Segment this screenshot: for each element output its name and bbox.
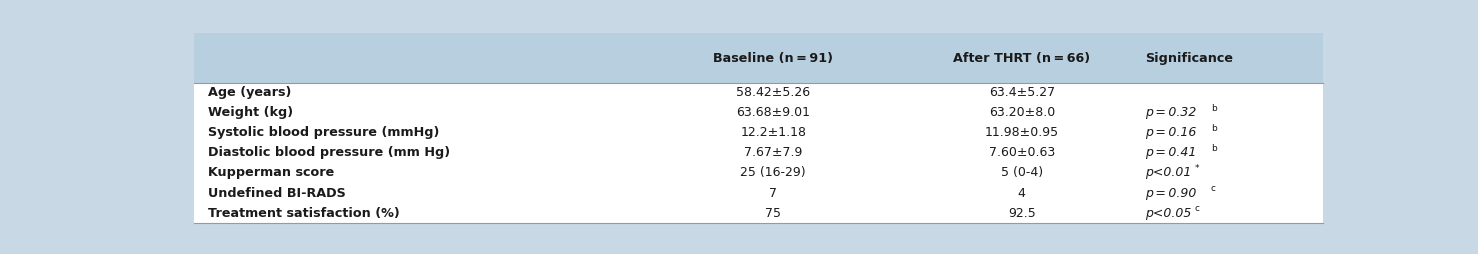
Text: c: c <box>1210 184 1216 193</box>
Text: Systolic blood pressure (mmHg): Systolic blood pressure (mmHg) <box>207 126 439 139</box>
Text: Treatment satisfaction (%): Treatment satisfaction (%) <box>207 207 399 220</box>
Text: Baseline (n = 91): Baseline (n = 91) <box>714 52 834 65</box>
Text: b: b <box>1210 104 1216 113</box>
Text: 63.20±8.0: 63.20±8.0 <box>989 106 1055 119</box>
Text: Diastolic blood pressure (mm Hg): Diastolic blood pressure (mm Hg) <box>207 147 449 160</box>
Text: Kupperman score: Kupperman score <box>207 166 334 180</box>
Text: Weight (kg): Weight (kg) <box>207 106 293 119</box>
Text: Undefined BI-RADS: Undefined BI-RADS <box>207 186 346 200</box>
Text: 92.5: 92.5 <box>1008 207 1036 220</box>
Text: 63.4±5.27: 63.4±5.27 <box>989 86 1055 99</box>
Text: 12.2±1.18: 12.2±1.18 <box>740 126 807 139</box>
Bar <box>194 83 1323 223</box>
Text: Significance: Significance <box>1145 52 1233 65</box>
Text: 7.67±7.9: 7.67±7.9 <box>743 147 803 160</box>
Text: 25 (16-29): 25 (16-29) <box>740 166 806 180</box>
Text: 58.42±5.26: 58.42±5.26 <box>736 86 810 99</box>
Text: p = 0.41: p = 0.41 <box>1145 147 1196 160</box>
Text: *: * <box>1194 164 1199 173</box>
Text: 7.60±0.63: 7.60±0.63 <box>989 147 1055 160</box>
Text: Age (years): Age (years) <box>207 86 291 99</box>
Text: 5 (0-4): 5 (0-4) <box>1001 166 1043 180</box>
Bar <box>194 34 1323 83</box>
Text: p<0.01: p<0.01 <box>1145 166 1191 180</box>
Text: p = 0.90: p = 0.90 <box>1145 186 1196 200</box>
Text: 11.98±0.95: 11.98±0.95 <box>984 126 1058 139</box>
Text: 75: 75 <box>766 207 782 220</box>
Text: b: b <box>1210 144 1216 153</box>
Text: 7: 7 <box>770 186 777 200</box>
Text: p = 0.16: p = 0.16 <box>1145 126 1196 139</box>
Text: b: b <box>1210 124 1216 133</box>
Text: 4: 4 <box>1018 186 1026 200</box>
Text: p<0.05: p<0.05 <box>1145 207 1191 220</box>
Text: p = 0.32: p = 0.32 <box>1145 106 1196 119</box>
Text: After THRT (n = 66): After THRT (n = 66) <box>953 52 1091 65</box>
Text: c: c <box>1194 204 1200 213</box>
Text: 63.68±9.01: 63.68±9.01 <box>736 106 810 119</box>
